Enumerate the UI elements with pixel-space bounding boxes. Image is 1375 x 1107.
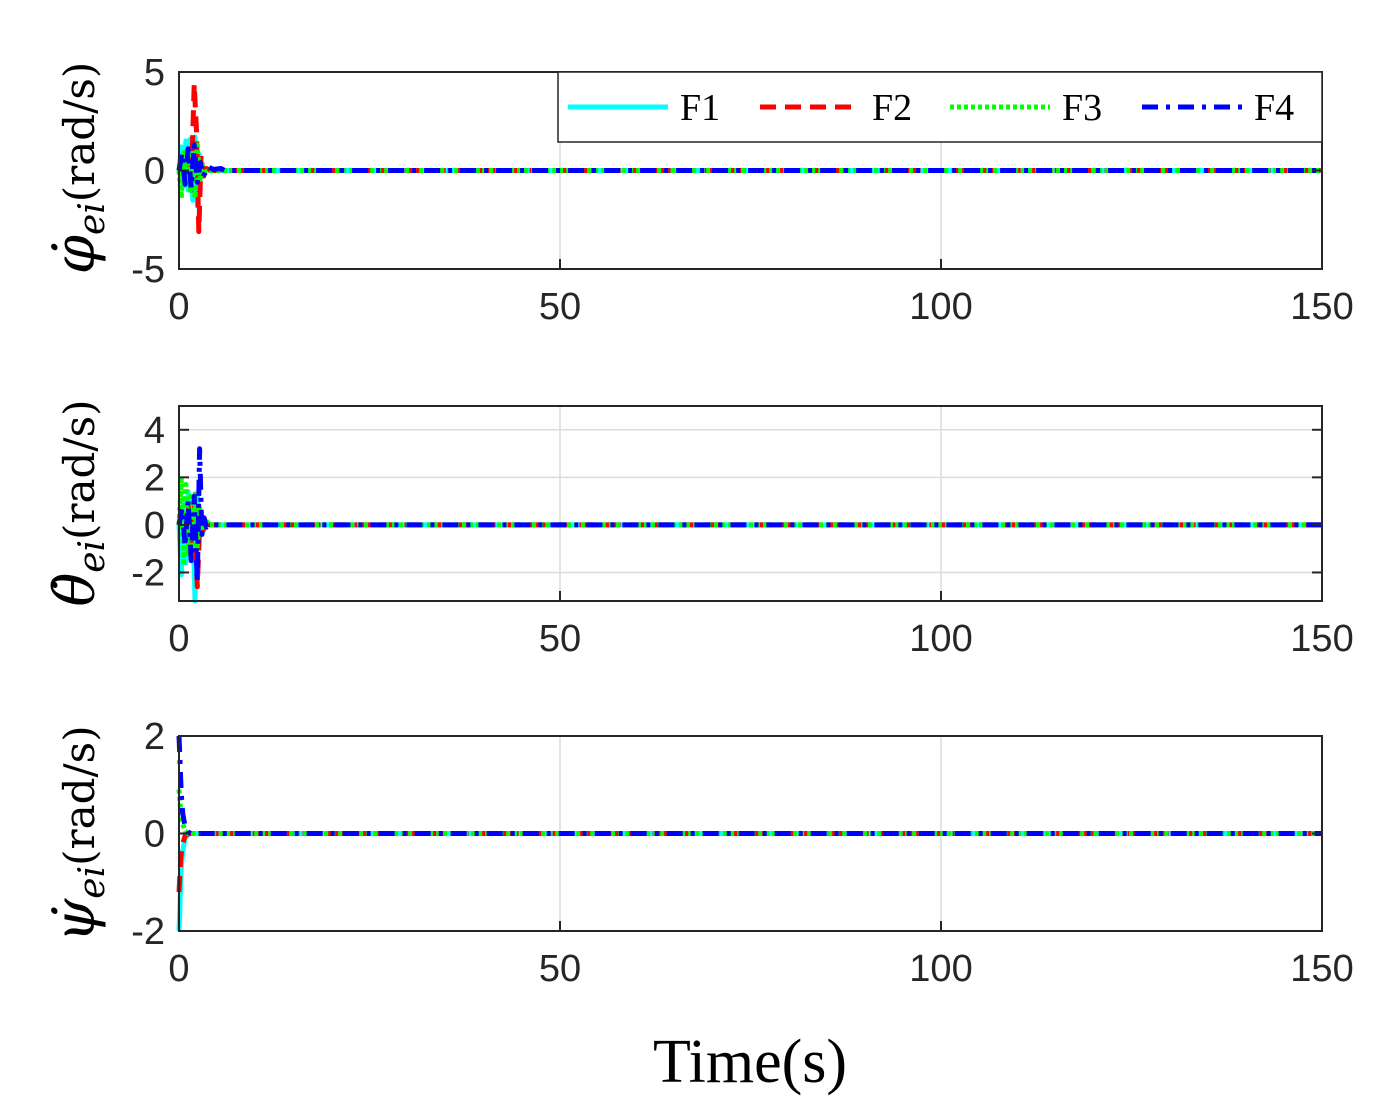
- y-tick-label: -2: [131, 552, 165, 594]
- legend-label-f2: F2: [872, 87, 912, 129]
- y-axis-unit: (rad/s): [55, 62, 104, 202]
- y-tick-label: 2: [144, 457, 165, 499]
- y-axis-label: φ̇ei(rad/s): [43, 62, 113, 275]
- series-line-f2: [176, 498, 1322, 590]
- x-tick-label: 0: [168, 948, 189, 990]
- plot-lines: [176, 735, 1322, 932]
- x-tick-label: 50: [539, 948, 581, 990]
- x-tick-label: 150: [1290, 286, 1353, 328]
- axes-frame: [178, 405, 1323, 602]
- y-tick-label: 2: [144, 716, 165, 758]
- series-line-f2: [176, 831, 1322, 893]
- y-axis-symbol: θ̇: [43, 573, 108, 607]
- y-axis-subscript: ei: [72, 540, 113, 573]
- y-axis-unit: (rad/s): [55, 725, 104, 865]
- y-tick-label: 0: [144, 151, 165, 193]
- x-tick-label: 100: [909, 286, 972, 328]
- legend: F1 F2 F3 F4: [557, 71, 1323, 143]
- x-tick-label: 150: [1290, 948, 1353, 990]
- x-tick-label: 50: [539, 286, 581, 328]
- y-tick-label: 0: [144, 505, 165, 547]
- series-line-f4: [176, 446, 1322, 585]
- x-tick-label: 0: [168, 286, 189, 328]
- x-tick-label: 0: [168, 618, 189, 660]
- series-line-f1: [176, 489, 1322, 604]
- y-tick-label: -5: [131, 249, 165, 291]
- legend-label-f3: F3: [1062, 87, 1102, 129]
- y-tick-label: -2: [131, 911, 165, 953]
- y-tick-label: 0: [144, 814, 165, 856]
- y-tick-label: 5: [144, 52, 165, 94]
- y-axis-unit: (rad/s): [55, 399, 104, 539]
- legend-label-f4: F4: [1254, 87, 1294, 129]
- y-axis-symbol: φ̇: [43, 235, 108, 274]
- grid: [179, 406, 1322, 601]
- y-axis-subscript: ei: [72, 866, 113, 899]
- x-tick-label: 150: [1290, 618, 1353, 660]
- psi-rate-panel: 0 50 100 150-202 ψ̇ei(rad/s): [43, 716, 1354, 990]
- y-tick-label: 4: [144, 410, 165, 452]
- legend-box: [557, 71, 1323, 143]
- phi-rate-panel: 0 50 100 150-505 φ̇ei(rad/s) F1 F2 F3 F4: [43, 52, 1354, 328]
- tick-labels: 0 50 100 150-202: [131, 716, 1354, 990]
- x-tick-label: 100: [909, 948, 972, 990]
- y-axis-label: θ̇ei(rad/s): [43, 399, 113, 606]
- series-line-f3: [176, 789, 1322, 836]
- series-line-f4: [176, 142, 1322, 191]
- legend-label-f1: F1: [680, 87, 720, 129]
- x-tick-label: 50: [539, 618, 581, 660]
- y-axis-label: ψ̇ei(rad/s): [43, 725, 113, 942]
- series-line-f1: [176, 831, 1322, 932]
- x-axis-label: Time(s): [653, 1028, 847, 1096]
- series-line-f4: [176, 735, 1322, 836]
- y-axis-label-text: θ̇ei(rad/s): [43, 399, 113, 606]
- plot-lines: [176, 446, 1322, 604]
- tick-labels: 0 50 100 150-505: [131, 52, 1354, 328]
- y-axis-subscript: ei: [72, 202, 113, 235]
- y-axis-label-text: φ̇ei(rad/s): [43, 62, 113, 275]
- y-axis-label-text: ψ̇ei(rad/s): [43, 725, 113, 942]
- x-tick-label: 100: [909, 618, 972, 660]
- y-axis-symbol: ψ̇: [43, 898, 108, 943]
